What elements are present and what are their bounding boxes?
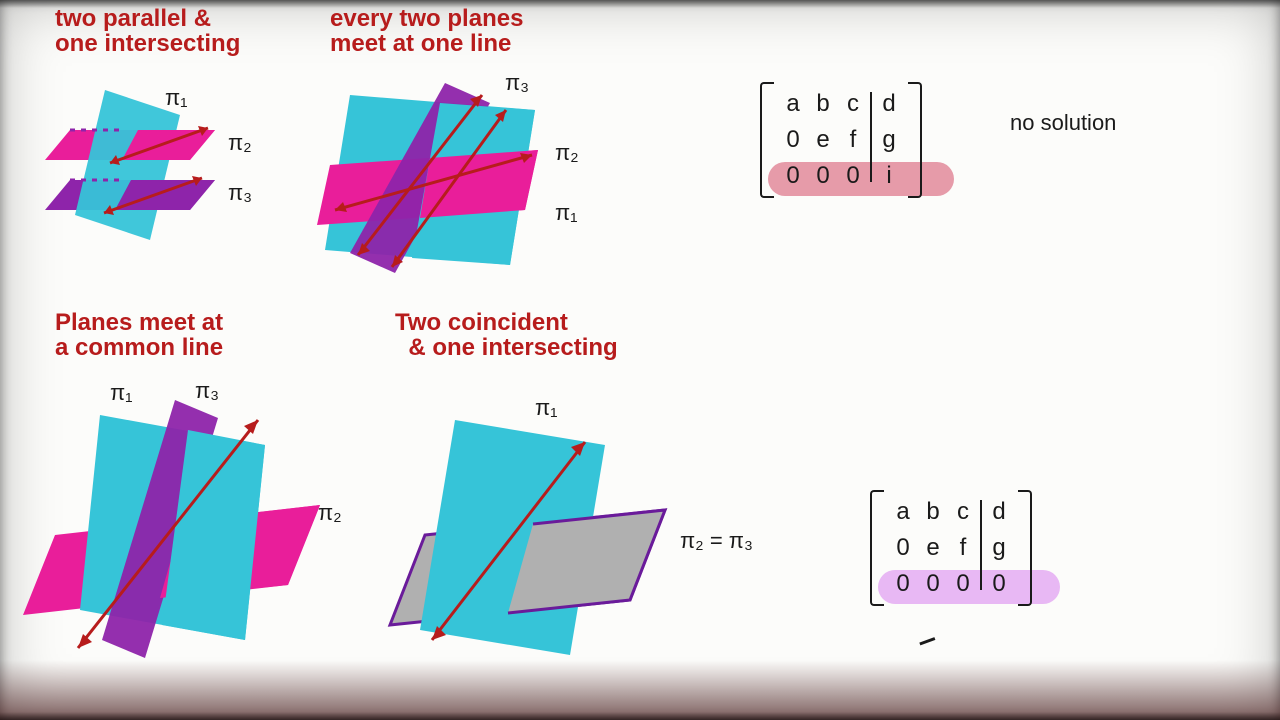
m2-r3c4: 0 bbox=[992, 570, 1005, 598]
m2-r2c3: f bbox=[960, 534, 967, 562]
q4-diagram bbox=[370, 380, 700, 680]
m1-r2c1: 0 bbox=[786, 126, 799, 154]
q3-pi1-label: π₁ bbox=[110, 380, 133, 406]
m2-r1c2: b bbox=[926, 498, 939, 526]
q2-pi1-label: π₁ bbox=[555, 200, 578, 226]
m2-r2c1: 0 bbox=[896, 534, 909, 562]
m1-r3c2: 0 bbox=[816, 162, 829, 190]
m2-r1c4: d bbox=[992, 498, 1005, 526]
q4-title-l1: Two coincident bbox=[395, 309, 568, 336]
q4-pi23-label: π₂ = π₃ bbox=[680, 528, 753, 554]
matrix1-augment-bar bbox=[870, 92, 872, 182]
matrix2-augment-bar bbox=[980, 500, 982, 590]
stray-mark bbox=[917, 630, 936, 646]
q1-diagram bbox=[30, 60, 280, 260]
q1-pi2-label: π₂ bbox=[228, 130, 252, 156]
q3-title-l1: Planes meet at bbox=[55, 309, 223, 336]
q1-pi3-label: π₃ bbox=[228, 180, 252, 206]
q4-title-l2: & one intersecting bbox=[408, 334, 617, 361]
matrix1: a b c d 0 e f g 0 0 0 i bbox=[760, 80, 922, 200]
q1-title-l2: one intersecting bbox=[55, 30, 240, 57]
m1-r2c3: f bbox=[850, 126, 857, 154]
m2-r2c4: g bbox=[992, 534, 1005, 562]
m2-r1c3: c bbox=[957, 498, 969, 526]
m2-r2c2: e bbox=[926, 534, 939, 562]
q2-diagram bbox=[300, 55, 580, 285]
q4-pi1-label: π₁ bbox=[535, 395, 558, 421]
q1-title-l1: two parallel & bbox=[55, 5, 211, 32]
q1-title: two parallel & one intersecting bbox=[55, 6, 240, 56]
m1-r1c2: b bbox=[816, 90, 829, 118]
q2-pi2-label: π₂ bbox=[555, 140, 579, 166]
q1-pi1-label: π₁ bbox=[165, 85, 188, 111]
q3-title-l2: a common line bbox=[55, 334, 223, 361]
paper-canvas: two parallel & one intersecting π₁ π₂ π₃… bbox=[0, 0, 1280, 720]
q3-pi3-label: π₃ bbox=[195, 378, 219, 404]
m1-r2c4: g bbox=[882, 126, 895, 154]
q2-title-l2: meet at one line bbox=[330, 30, 511, 57]
m2-r3c2: 0 bbox=[926, 570, 939, 598]
q2-title: every two planes meet at one line bbox=[330, 6, 523, 56]
m1-r3c3: 0 bbox=[846, 162, 859, 190]
m1-r3c4: i bbox=[886, 162, 891, 190]
q2-title-l1: every two planes bbox=[330, 5, 523, 32]
m2-r1c1: a bbox=[896, 498, 909, 526]
bottom-shadow bbox=[0, 660, 1280, 720]
matrix2: a b c d 0 e f g 0 0 0 0 bbox=[870, 488, 1032, 608]
m1-r1c4: d bbox=[882, 90, 895, 118]
q3-pi2-label: π₂ bbox=[318, 500, 342, 526]
q4-title: Two coincident & one intersecting bbox=[395, 310, 618, 360]
q3-title: Planes meet at a common line bbox=[55, 310, 223, 360]
m2-r3c3: 0 bbox=[956, 570, 969, 598]
m1-r1c3: c bbox=[847, 90, 859, 118]
q3-diagram bbox=[20, 380, 340, 680]
q2-pi3-label: π₃ bbox=[505, 70, 529, 96]
m1-r3c1: 0 bbox=[786, 162, 799, 190]
m2-r3c1: 0 bbox=[896, 570, 909, 598]
matrix1-note: no solution bbox=[1010, 110, 1116, 136]
m1-r1c1: a bbox=[786, 90, 799, 118]
m1-r2c2: e bbox=[816, 126, 829, 154]
